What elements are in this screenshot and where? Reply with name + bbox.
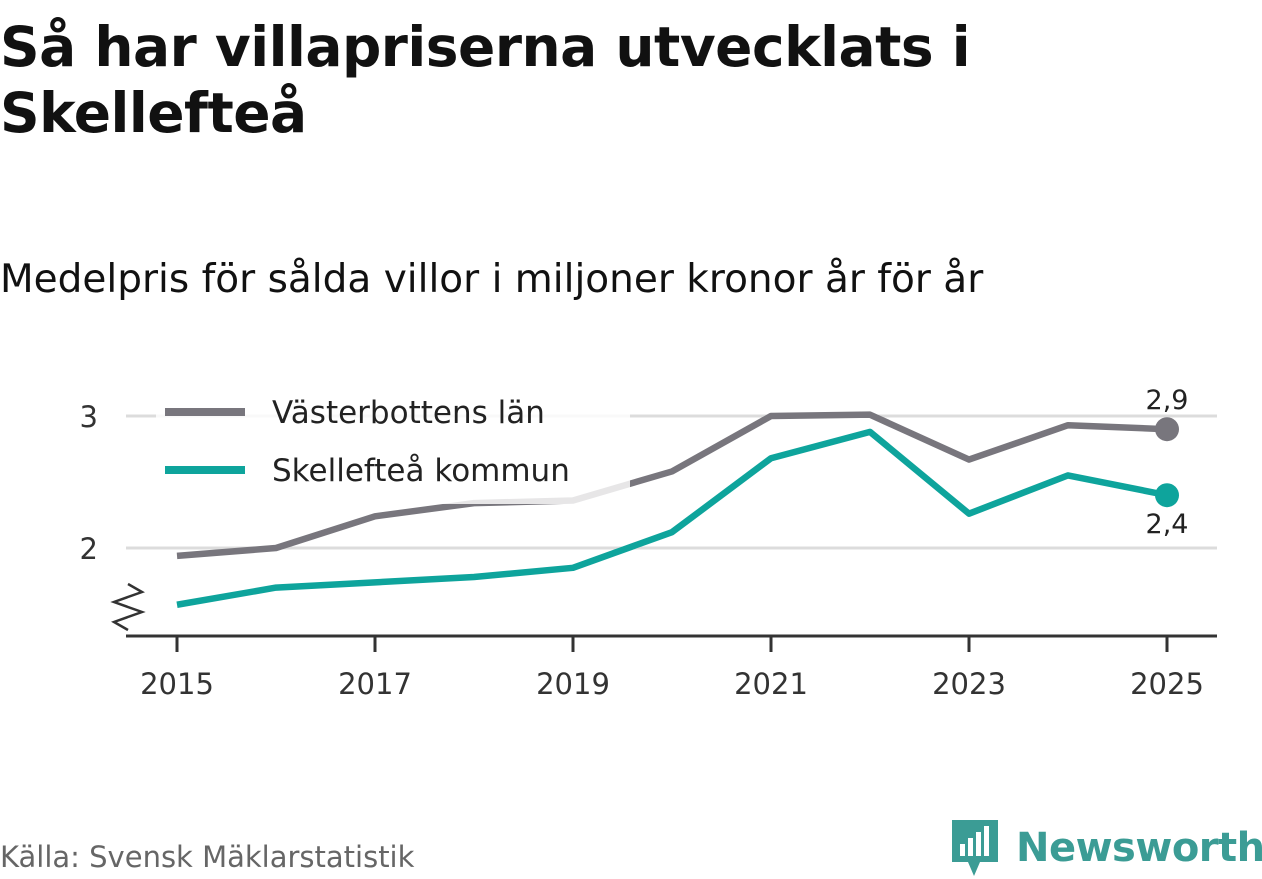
legend-label-1: Skellefteå kommun [272,453,570,489]
chart-subtitle: Medelpris för sålda villor i miljoner kr… [0,257,984,302]
x-tick-label-2023: 2023 [932,667,1006,701]
y-tick-label-2: 2 [80,532,98,566]
series-end-point-0 [1155,417,1179,442]
source-note: Källa: Svensk Mäklarstatistik [0,840,415,874]
chart-title: Så har villapriserna utvecklats i Skelle… [0,15,971,145]
x-tick-label-2021: 2021 [734,667,808,701]
y-tick-label-3: 3 [80,400,98,434]
brand-name: Newsworthy [1016,825,1262,871]
line-chart: 2 3 2015 2017 2019 2021 2023 2025 Västerbottens… [80,385,1217,701]
y-axis-break-icon [110,582,146,632]
brand-logo[interactable]: Newsworthy [950,818,1262,878]
series-line-0 [176,411,1168,560]
end-label-1: 2,4 [1146,509,1189,540]
end-label-0: 2,9 [1146,385,1189,416]
series-line-1 [176,428,1168,608]
legend-background [156,386,630,504]
x-tick-label-2019: 2019 [536,667,610,701]
x-tick-label-2025: 2025 [1130,667,1204,701]
x-tick-label-2017: 2017 [338,667,412,701]
legend-label-0: Västerbottens län [272,395,545,431]
x-tick-label-2015: 2015 [140,667,214,701]
series-end-point-1 [1155,483,1179,508]
newsworthy-logo-icon [952,820,998,876]
